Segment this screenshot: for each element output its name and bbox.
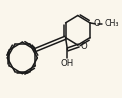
Text: CH₃: CH₃ (105, 19, 119, 28)
Text: O: O (93, 19, 100, 28)
Text: OH: OH (61, 59, 74, 68)
Text: O: O (81, 42, 87, 51)
